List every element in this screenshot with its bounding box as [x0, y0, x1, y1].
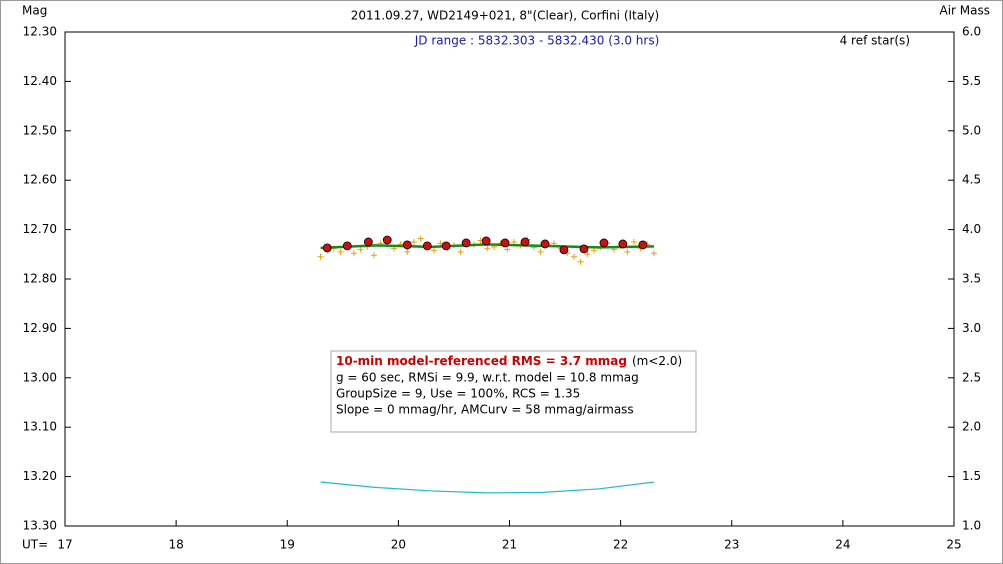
y-tick-label: 13.30	[23, 519, 57, 533]
point	[577, 258, 584, 265]
stats-line: Slope = 0 mmag/hr, AMCurv = 58 mmag/airm…	[336, 403, 634, 417]
ref-stars: 4 ref star(s)	[840, 34, 910, 48]
y-tick-label: 12.30	[23, 25, 57, 39]
stats-line: g = 60 sec, RMSi = 9.9, w.r.t. model = 1…	[336, 371, 639, 385]
chart-title: 2011.09.27, WD2149+021, 8"(Clear), Corfi…	[351, 9, 659, 23]
group-mean	[540, 239, 550, 249]
group-mean	[441, 241, 451, 251]
y2-axis-label: Air Mass	[939, 4, 990, 18]
line	[320, 481, 655, 494]
x-tick-label: 19	[280, 538, 295, 552]
y2-tick-label: 5.0	[962, 123, 981, 137]
group-mean	[481, 236, 491, 246]
point	[537, 248, 544, 255]
point	[504, 246, 511, 253]
x-tick-label: 23	[724, 538, 739, 552]
point	[484, 245, 491, 252]
y2-tick-label: 5.5	[962, 74, 981, 88]
group-mean	[579, 244, 589, 254]
y2-tick-label: 3.5	[962, 272, 981, 286]
stats-line: GroupSize = 9, Use = 100%, RCS = 1.35	[336, 387, 580, 401]
point	[370, 252, 377, 259]
y-tick-label: 12.50	[23, 123, 57, 137]
x-tick-label: 24	[835, 538, 850, 552]
x-tick-label: 20	[391, 538, 406, 552]
y-axis-label: Mag	[22, 4, 47, 18]
group-mean	[599, 238, 609, 248]
y-tick-label: 13.20	[23, 469, 57, 483]
y-tick-label: 13.00	[23, 370, 57, 384]
group-mean	[363, 237, 373, 247]
point	[410, 238, 417, 245]
group-mean	[559, 245, 569, 255]
y-tick-label: 12.80	[23, 272, 57, 286]
stats-box	[330, 350, 697, 433]
x-tick-label: 18	[168, 538, 183, 552]
group-mean	[322, 243, 332, 253]
x-tick-label: 21	[502, 538, 517, 552]
y2-tick-label: 1.0	[962, 519, 981, 533]
group-mean	[618, 239, 628, 249]
point	[337, 248, 344, 255]
point	[630, 238, 637, 245]
y-tick-label: 12.40	[23, 74, 57, 88]
stats-note: (m<2.0)	[632, 354, 682, 368]
point	[417, 235, 424, 242]
y2-tick-label: 3.0	[962, 321, 981, 335]
stats-headline-text: 10-min model-referenced RMS = 3.7 mmag	[336, 354, 627, 368]
y-tick-label: 12.60	[23, 173, 57, 187]
y-tick-label: 12.70	[23, 222, 57, 236]
y2-tick-label: 6.0	[962, 25, 981, 39]
subtitle: JD range : 5832.303 - 5832.430 (3.0 hrs)	[414, 34, 660, 48]
group-mean	[382, 235, 392, 245]
y2-tick-label: 2.0	[962, 420, 981, 434]
group-mean	[342, 241, 352, 251]
x-tick-label: 22	[613, 538, 628, 552]
group-mean	[638, 240, 648, 250]
point	[357, 246, 364, 253]
group-mean	[461, 238, 471, 248]
x-tick-label: 17	[57, 538, 72, 552]
group-mean	[422, 241, 432, 251]
y-tick-label: 13.10	[23, 420, 57, 434]
point	[624, 248, 631, 255]
point	[404, 248, 411, 255]
point	[430, 247, 437, 254]
point	[350, 250, 357, 257]
point	[650, 250, 657, 257]
point	[457, 248, 464, 255]
x-axis-label: UT=	[22, 538, 48, 552]
point	[317, 253, 324, 260]
y2-tick-label: 4.0	[962, 222, 981, 236]
y2-tick-label: 1.5	[962, 469, 981, 483]
y2-tick-label: 4.5	[962, 173, 981, 187]
stats-headline: 10-min model-referenced RMS = 3.7 mmag (m…	[336, 354, 682, 368]
group-mean	[402, 240, 412, 250]
group-mean	[520, 237, 530, 247]
point	[584, 251, 591, 258]
y-tick-label: 12.90	[23, 321, 57, 335]
x-tick-label: 25	[946, 538, 961, 552]
group-mean	[500, 238, 510, 248]
y2-tick-label: 2.5	[962, 370, 981, 384]
point	[570, 253, 577, 260]
